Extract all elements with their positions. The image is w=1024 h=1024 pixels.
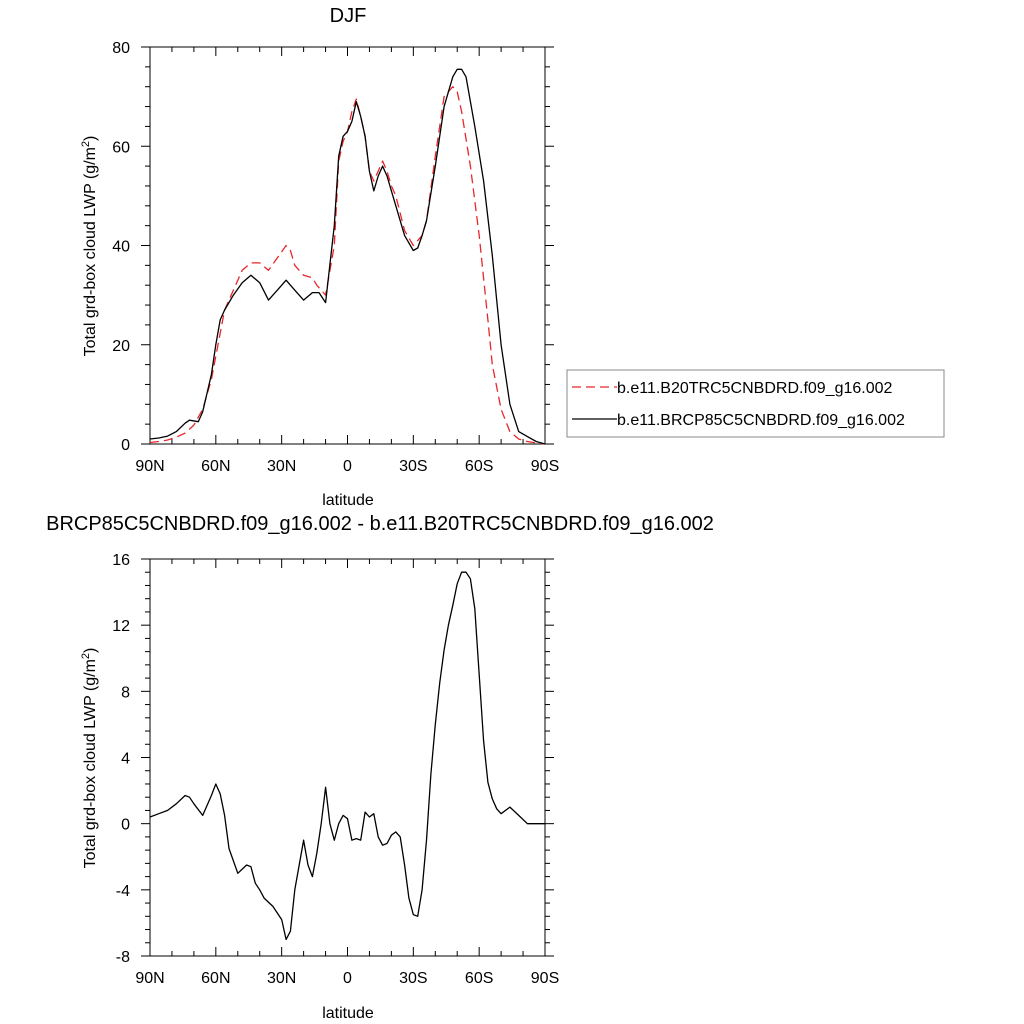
x-tick-label: 60N: [201, 970, 230, 987]
y-tick-label: 0: [121, 817, 130, 834]
y-tick-label: 16: [112, 552, 130, 569]
x-tick-label: 90N: [135, 970, 164, 987]
series-lines: [149, 68, 546, 445]
y-tick-label: 0: [121, 437, 130, 454]
legend-label-series-1: b.e11.B20TRC5CNBDRD.f09_g16.002: [617, 380, 893, 397]
x-tick-label: 30S: [399, 970, 427, 987]
series-line-2: [149, 68, 546, 445]
axis-ticks: 90N 60N 30N 0 30S 60S 90S 0 20 40 60 80: [112, 40, 559, 475]
x-tick-label: 30N: [267, 970, 296, 987]
x-tick-label: 90S: [531, 458, 559, 475]
x-axis-label: latitude: [322, 1005, 374, 1022]
x-tick-label: 60S: [465, 970, 493, 987]
x-tick-label: 90S: [531, 970, 559, 987]
x-tick-label: 0: [343, 970, 352, 987]
x-axis-label: latitude: [322, 492, 374, 509]
x-tick-label: 60S: [465, 458, 493, 475]
x-tick-label: 30N: [267, 458, 296, 475]
top-chart: DJF 90N 60N 30N 0 30S 60S 90S 0 20 40 60 80 latitud…: [80, 5, 945, 509]
y-tick-label: 40: [112, 239, 130, 256]
x-tick-label: 60N: [201, 458, 230, 475]
series-line-1: [149, 86, 546, 445]
y-tick-label: 12: [112, 618, 130, 635]
y-tick-label: 80: [112, 40, 130, 57]
axis-ticks: 90N 60N 30N 0 30S 60S 90S -8 -4 0 4 8 12 16: [112, 552, 559, 987]
legend-box: [566, 369, 945, 438]
series-line-1: [149, 571, 545, 941]
y-axis-label: Total grd-box cloud LWP (g/m2): [80, 136, 99, 357]
x-tick-label: 90N: [135, 458, 164, 475]
y-tick-label: -8: [116, 949, 130, 966]
series-lines: [149, 571, 545, 941]
y-axis-label: Total grd-box cloud LWP (g/m2): [80, 648, 99, 869]
y-tick-label: 20: [112, 338, 130, 355]
y-tick-label: 8: [121, 684, 130, 701]
difference-chart: BRCP85C5CNBDRD.f09_g16.002 - b.e11.B20TR…: [46, 513, 714, 1022]
legend: b.e11.B20TRC5CNBDRD.f09_g16.002 b.e11.BR…: [566, 369, 945, 438]
y-tick-label: 60: [112, 139, 130, 156]
y-tick-label: 4: [121, 751, 130, 768]
chart-title: BRCP85C5CNBDRD.f09_g16.002 - b.e11.B20TR…: [46, 513, 714, 535]
x-tick-label: 0: [343, 458, 352, 475]
legend-label-series-2: b.e11.BRCP85C5CNBDRD.f09_g16.002: [617, 412, 905, 429]
y-tick-label: -4: [116, 883, 130, 900]
chart-title: DJF: [330, 5, 367, 27]
x-tick-label: 30S: [399, 458, 427, 475]
